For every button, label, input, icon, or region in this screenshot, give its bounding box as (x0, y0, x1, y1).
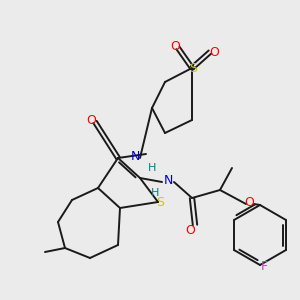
Text: O: O (86, 115, 96, 128)
Text: N: N (130, 151, 140, 164)
Text: O: O (185, 224, 195, 236)
Text: S: S (189, 62, 197, 76)
Text: O: O (209, 46, 219, 59)
Text: H: H (148, 163, 156, 173)
Text: N: N (163, 173, 173, 187)
Text: O: O (244, 196, 254, 208)
Text: O: O (170, 40, 180, 53)
Text: H: H (151, 188, 159, 198)
Text: F: F (260, 260, 268, 272)
Text: S: S (156, 196, 164, 209)
